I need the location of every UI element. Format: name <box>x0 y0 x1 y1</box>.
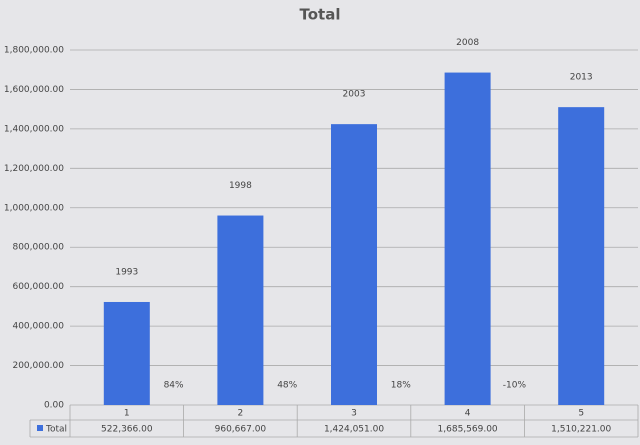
growth-label: 84% <box>164 381 184 391</box>
y-tick-label: 1,600,000.00 <box>4 85 64 95</box>
bar-label: 1998 <box>229 181 252 191</box>
legend-label: Total <box>45 425 67 435</box>
y-tick-label: 400,000.00 <box>12 322 64 332</box>
table-value: 960,667.00 <box>215 425 267 435</box>
y-tick-label: 200,000.00 <box>12 361 64 371</box>
bar <box>331 124 377 405</box>
y-tick-label: 1,200,000.00 <box>4 164 64 174</box>
x-tick-label: 4 <box>465 409 471 419</box>
x-tick-label: 3 <box>351 409 357 419</box>
bar <box>103 301 150 405</box>
growth-label: 18% <box>391 381 411 391</box>
bar <box>558 107 605 406</box>
table-value: 1,510,221.00 <box>551 425 611 435</box>
bar <box>217 215 264 405</box>
x-tick-label: 1 <box>124 409 130 419</box>
bar-label: 1993 <box>115 267 138 277</box>
table-value: 1,424,051.00 <box>324 425 384 435</box>
bar <box>444 72 491 406</box>
y-tick-label: 0.00 <box>44 401 64 411</box>
bar-label: 2003 <box>343 90 366 100</box>
y-tick-label: 1,400,000.00 <box>4 124 64 134</box>
bar-label: 2013 <box>570 73 593 83</box>
y-tick-label: 1,800,000.00 <box>4 46 64 56</box>
y-tick-label: 600,000.00 <box>12 282 64 292</box>
y-tick-label: 1,000,000.00 <box>4 203 64 213</box>
table-value: 522,366.00 <box>101 425 153 435</box>
bar-label: 2008 <box>456 38 479 48</box>
legend-swatch <box>37 425 43 431</box>
growth-label: 48% <box>277 381 297 391</box>
x-tick-label: 2 <box>238 409 244 419</box>
table-value: 1,685,569.00 <box>438 425 498 435</box>
growth-label: -10% <box>503 381 527 391</box>
y-tick-label: 800,000.00 <box>12 243 64 253</box>
x-tick-label: 5 <box>578 409 584 419</box>
chart-title: Total <box>300 6 341 24</box>
